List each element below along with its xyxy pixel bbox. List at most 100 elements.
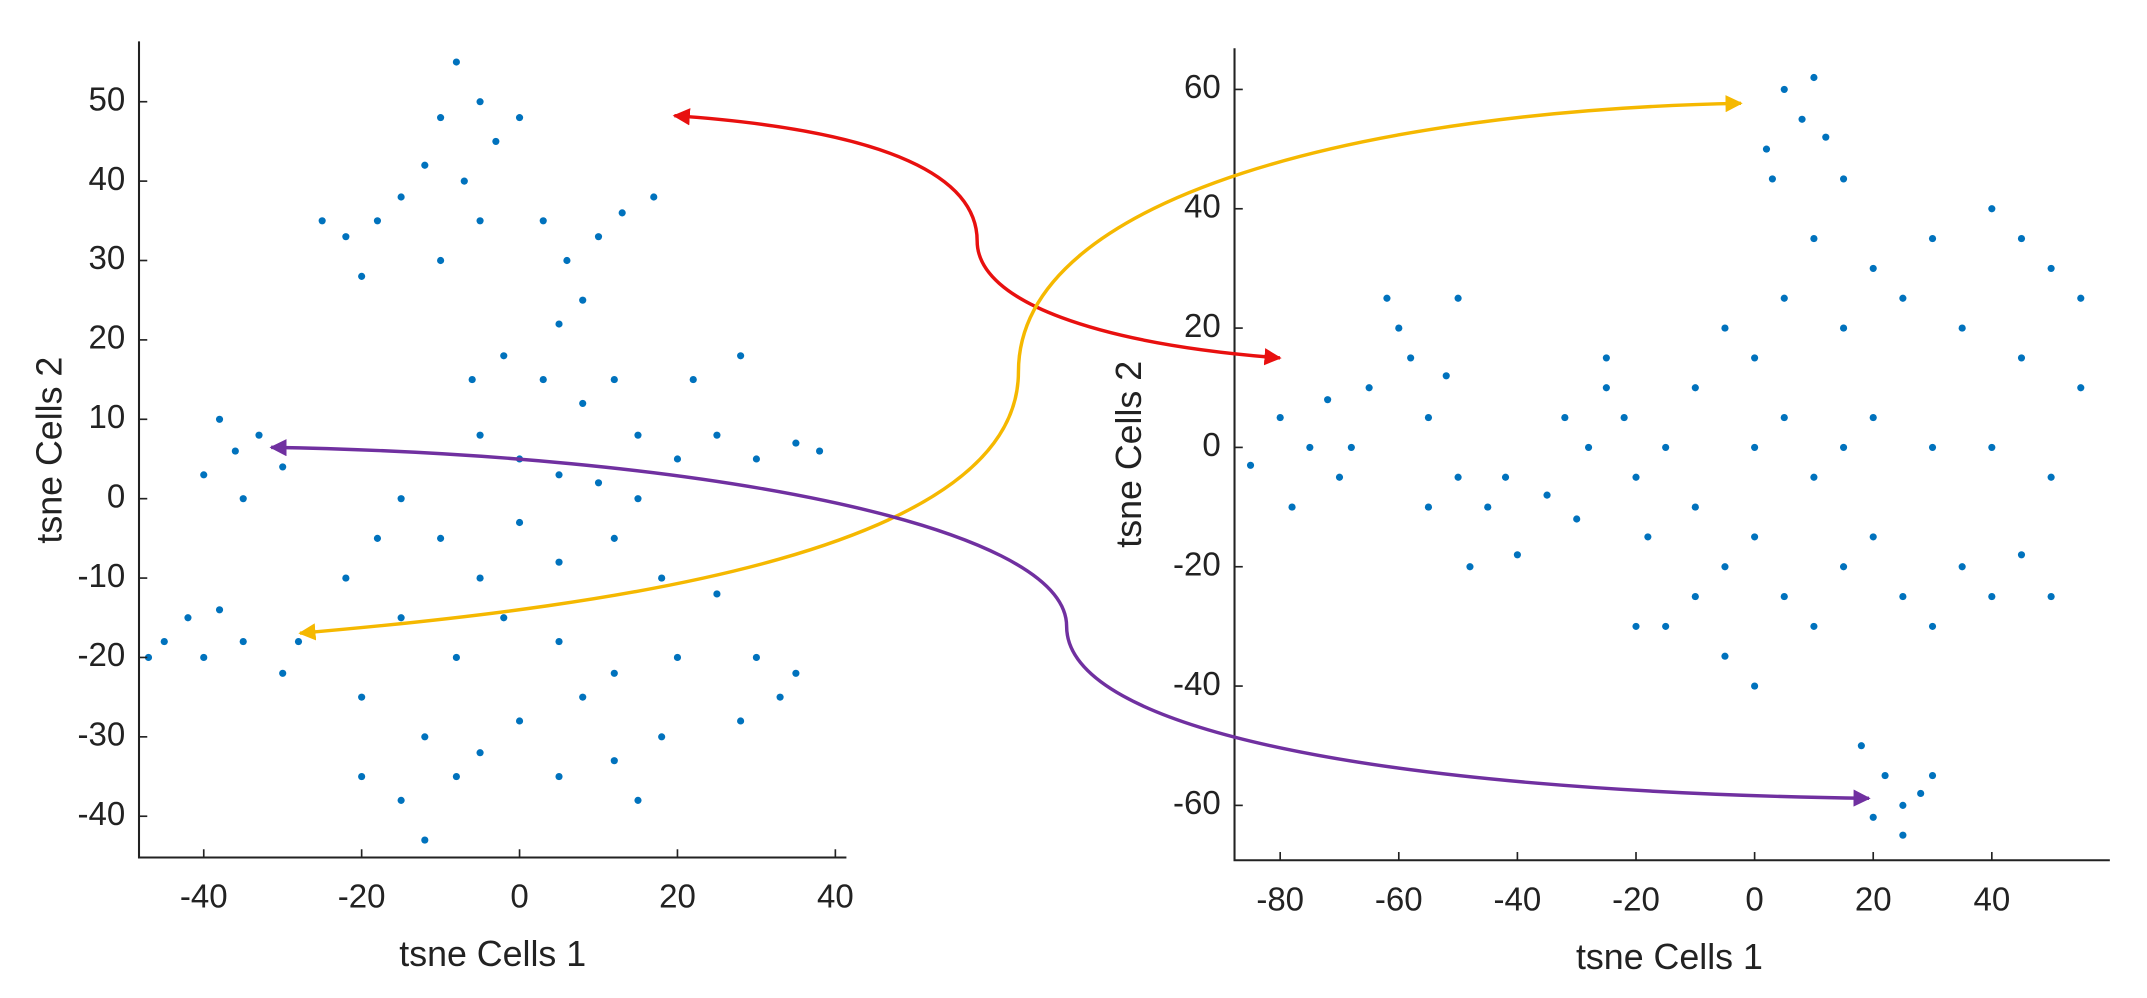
x-tick-label: 40 (817, 878, 854, 915)
point (1928, 235, 1937, 243)
point (634, 495, 642, 503)
point (397, 495, 405, 503)
point (1632, 622, 1640, 630)
point (358, 693, 366, 701)
point (1335, 473, 1344, 481)
point (555, 558, 563, 566)
point (1751, 354, 1759, 362)
point (476, 217, 484, 225)
point (1501, 473, 1510, 481)
y-tick-label: 0 (107, 477, 125, 514)
point (215, 606, 224, 614)
point (1798, 115, 1806, 123)
point (397, 796, 405, 804)
point (1988, 205, 1996, 213)
point (1869, 414, 1877, 422)
point (1324, 396, 1332, 404)
point (713, 590, 721, 598)
point (2077, 384, 2085, 392)
point (1839, 175, 1848, 183)
point (1691, 592, 1699, 601)
point (1662, 443, 1670, 451)
x-tick-label: 0 (1745, 880, 1763, 917)
point (468, 376, 476, 384)
point (452, 653, 460, 662)
point (515, 717, 524, 725)
point (1407, 354, 1415, 362)
arrow-yellow (298, 95, 1743, 641)
point (476, 431, 484, 439)
y-tick-label: -10 (78, 557, 126, 594)
point (421, 161, 429, 169)
point (373, 534, 382, 542)
point (215, 415, 224, 423)
point (279, 669, 287, 677)
point (658, 574, 666, 582)
point (239, 638, 247, 646)
point (579, 399, 587, 407)
x-axis-label: tsne Cells 1 (399, 934, 586, 974)
point (1561, 414, 1569, 422)
x-axis-label: tsne Cells 1 (1576, 937, 1763, 977)
point (144, 653, 153, 662)
point (792, 669, 800, 677)
point (1869, 264, 1877, 273)
y-tick-label: 0 (1202, 426, 1220, 463)
point (610, 534, 618, 542)
point (594, 233, 603, 241)
point (1276, 414, 1284, 422)
y-axis-label: tsne Cells 2 (1109, 361, 1149, 548)
point (437, 534, 445, 542)
point (1810, 622, 1818, 630)
point (1691, 503, 1699, 511)
point (594, 479, 603, 487)
point (358, 272, 366, 280)
point (255, 431, 263, 439)
point (1857, 742, 1865, 750)
point (1899, 294, 1907, 302)
y-tick-label: -60 (1173, 784, 1221, 821)
point (1721, 652, 1729, 660)
point (634, 431, 642, 439)
point (342, 233, 350, 241)
point (539, 217, 547, 225)
point (1395, 324, 1403, 332)
point (1721, 324, 1729, 332)
point (1306, 443, 1314, 451)
point (1584, 443, 1593, 451)
x-tick-label: 40 (1973, 880, 2010, 917)
point (1454, 473, 1462, 481)
point (1899, 831, 1907, 839)
point (610, 669, 618, 677)
point (1513, 551, 1521, 559)
point (658, 733, 666, 741)
point (1768, 175, 1776, 183)
point (650, 193, 658, 201)
point (500, 352, 508, 360)
point (373, 217, 382, 225)
point (555, 772, 563, 781)
point (1442, 372, 1450, 380)
y-tick-label: 40 (89, 160, 126, 197)
y-tick-label: -20 (78, 636, 126, 673)
point (2077, 294, 2085, 302)
point (492, 137, 500, 145)
point (1454, 294, 1462, 302)
point (634, 796, 642, 804)
point (1810, 473, 1818, 481)
y-tick-label: -30 (78, 716, 126, 753)
point (610, 376, 618, 384)
point (342, 574, 350, 582)
point (2047, 592, 2055, 601)
x-tick-label: -20 (338, 878, 386, 915)
point (1424, 414, 1433, 422)
point (752, 653, 760, 662)
point (1928, 771, 1937, 780)
y-tick-label: 60 (1184, 68, 1221, 105)
point (421, 836, 429, 844)
point (563, 256, 571, 265)
point (1246, 461, 1255, 469)
arrow-purple (269, 439, 1871, 807)
